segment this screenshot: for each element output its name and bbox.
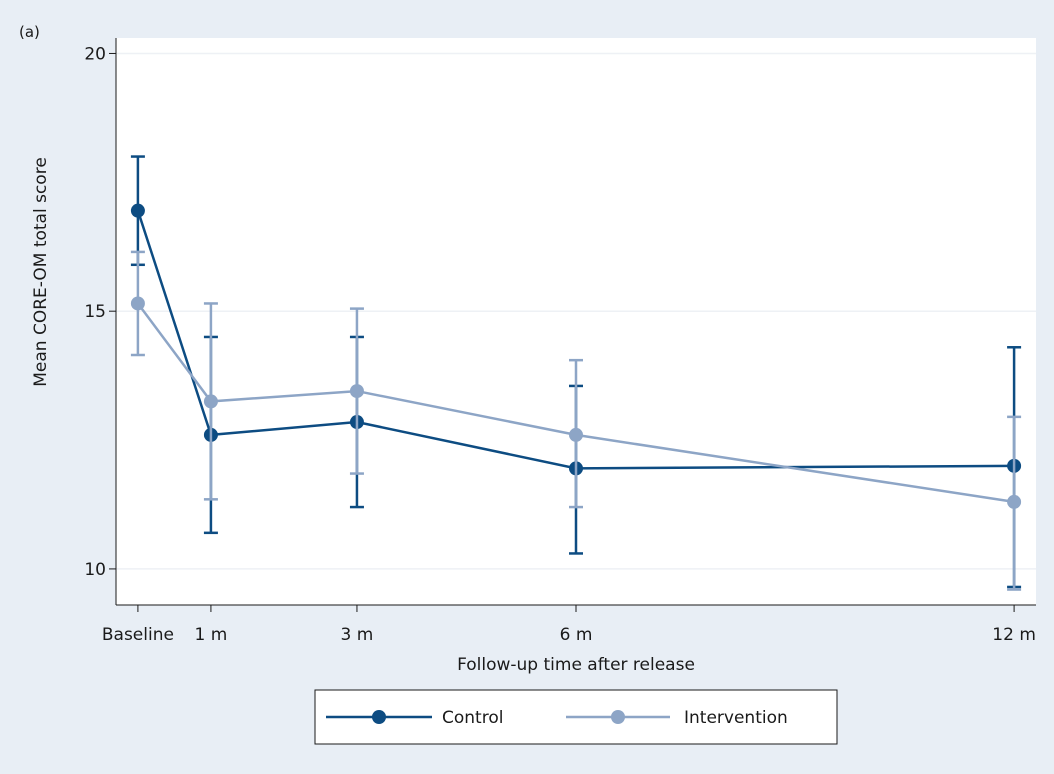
panel-label: (a): [19, 23, 40, 41]
data-point: [1007, 494, 1022, 509]
legend-item-intervention: Intervention: [566, 708, 788, 728]
data-point: [349, 384, 364, 399]
y-tick-label: 15: [84, 302, 106, 322]
legend-label: Intervention: [684, 708, 788, 728]
legend-marker: [611, 710, 625, 724]
x-tick-label: 1 m: [195, 625, 228, 645]
y-tick-label: 10: [84, 560, 106, 580]
series: [130, 155, 1022, 591]
legend: Control Intervention: [314, 689, 838, 745]
tick-marks: 10 15 20 Baseline 1 m 3 m 6 m 12 m: [84, 44, 1036, 645]
legend-marker: [372, 710, 386, 724]
y-tick-label: 20: [84, 44, 106, 64]
x-tick-label: 3 m: [341, 625, 374, 645]
data-point: [569, 427, 583, 442]
data-point: [130, 296, 145, 311]
x-axis-title: Follow-up time after release: [457, 655, 695, 675]
x-tick-label: Baseline: [102, 625, 174, 645]
x-tick-label: 12 m: [992, 625, 1036, 645]
data-point: [203, 394, 218, 409]
y-axis-title: Mean CORE-OM total score: [31, 157, 51, 387]
series-intervention: [130, 250, 1022, 591]
x-tick-label: 6 m: [560, 625, 593, 645]
legend-label: Control: [442, 708, 503, 728]
gridlines: [116, 52, 1036, 570]
data-point: [130, 203, 145, 218]
legend-item-control: Control: [326, 708, 503, 728]
